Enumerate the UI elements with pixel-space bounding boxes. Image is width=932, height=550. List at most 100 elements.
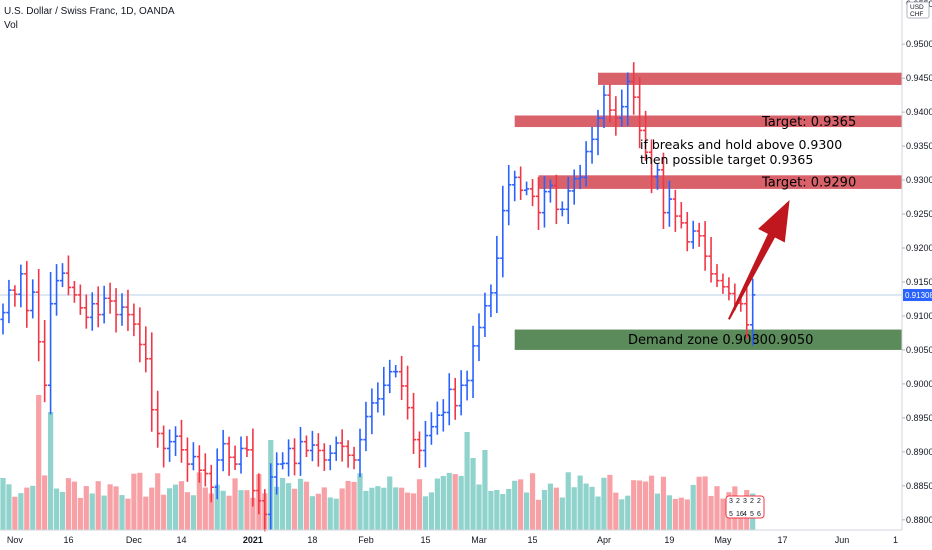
ohlc-bar — [643, 110, 649, 161]
ohlc-bar — [744, 285, 750, 339]
events-badge-digit: 6 — [757, 511, 761, 518]
volume-bar — [720, 498, 726, 530]
ohlc-bar — [476, 313, 482, 362]
ohlc-bar — [547, 179, 553, 203]
ohlc-bar — [89, 292, 95, 331]
ohlc-bar — [321, 443, 327, 471]
demand-zone-label: Demand zone 0.90800.9050 — [628, 333, 813, 348]
volume-bar — [143, 496, 149, 530]
volume-bar — [476, 484, 482, 530]
ohlc-bar — [196, 445, 202, 483]
ohlc-bar — [381, 366, 387, 416]
volume-bar — [375, 486, 381, 530]
ohlc-bar — [405, 365, 411, 420]
zone-target-label: Target: 0.9290 — [761, 176, 856, 191]
volume-bar — [363, 490, 369, 530]
volume-bar — [220, 490, 226, 530]
volume-bar — [321, 487, 327, 530]
ohlc-bar — [291, 438, 298, 476]
volume-bar — [333, 498, 339, 530]
volume-bar — [648, 475, 655, 530]
x-tick-label: 15 — [528, 535, 538, 545]
volume-bar — [59, 492, 66, 530]
zones: Target: 0.9365 Target: 0.9290 Demand zone … — [0, 72, 902, 350]
ohlc-bar — [660, 152, 667, 229]
ohlc-bar — [36, 268, 42, 362]
ohlc-bar — [601, 85, 607, 129]
currency-badge-box — [906, 1, 930, 19]
volume-bar — [529, 473, 536, 530]
ohlc-bar — [577, 164, 583, 190]
volume-bar — [89, 493, 95, 530]
events-badge-digit: 4 — [743, 511, 747, 518]
volume-bar — [696, 476, 702, 530]
volume-bar — [226, 495, 232, 530]
volume-bar — [42, 475, 48, 530]
ohlc-bar — [24, 261, 30, 328]
price-bars — [0, 62, 756, 532]
ohlc-bar — [512, 170, 518, 202]
volume-bar — [470, 458, 476, 530]
volume-bar — [351, 481, 357, 530]
volume-bar — [678, 497, 684, 530]
ohlc-bar — [720, 273, 726, 294]
volume-bar — [369, 487, 375, 530]
x-tick-label: 1 — [893, 535, 898, 545]
zone-target-label: Target: 0.9365 — [761, 115, 856, 130]
volume-bar — [339, 488, 345, 530]
resistance-zone — [538, 175, 902, 189]
ohlc-bar — [238, 436, 244, 474]
ohlc-bar — [59, 263, 66, 288]
volume-bar — [12, 496, 18, 530]
ohlc-bar — [351, 446, 357, 470]
ohlc-bar — [500, 185, 506, 278]
annotation-text: if breaks and hold above 0.9300 — [640, 137, 842, 152]
ohlc-bar — [399, 355, 405, 401]
volume-bar — [524, 492, 530, 530]
target-arrow — [728, 200, 790, 320]
volume-bar — [315, 493, 321, 530]
ohlc-bar — [666, 180, 672, 227]
x-tick-label: 19 — [664, 535, 674, 545]
volume-bar — [654, 493, 661, 530]
volume-bar — [48, 412, 54, 530]
volume-bar — [309, 496, 315, 530]
volume-bar — [6, 484, 12, 530]
volume-bar — [36, 395, 42, 530]
ohlc-bar — [648, 139, 655, 194]
ohlc-bar — [220, 429, 226, 472]
currency-bottom: CHF — [910, 11, 923, 18]
volume-bar — [345, 480, 351, 530]
ohlc-bar — [214, 448, 220, 500]
ohlc-bar — [190, 442, 196, 471]
x-tick-label: 16 — [63, 535, 73, 545]
ohlc-bar — [12, 285, 18, 307]
volume-bar — [512, 480, 518, 530]
resistance-zone — [598, 72, 902, 85]
ohlc-bar — [702, 221, 708, 271]
ohlc-bar — [143, 326, 149, 373]
volume-bar — [559, 497, 565, 530]
ohlc-bar — [583, 141, 589, 187]
volume-bar — [77, 497, 83, 530]
ohlc-bar — [363, 401, 369, 452]
annotation-text: then possible target 0.9365 — [640, 152, 813, 167]
ohlc-bar — [345, 440, 351, 468]
volume-bar — [410, 493, 417, 530]
ohlc-bar — [714, 264, 720, 288]
volume-bar — [387, 476, 393, 530]
volume-bar — [607, 474, 613, 530]
x-tick-label: May — [714, 535, 732, 545]
ohlc-bar — [696, 222, 702, 247]
ohlc-bar — [65, 255, 72, 296]
ohlc-bar — [422, 420, 429, 468]
events-badge-box — [725, 495, 765, 519]
ohlc-bar — [256, 473, 262, 515]
volume-bar — [149, 487, 155, 530]
volume-bar — [535, 499, 542, 530]
